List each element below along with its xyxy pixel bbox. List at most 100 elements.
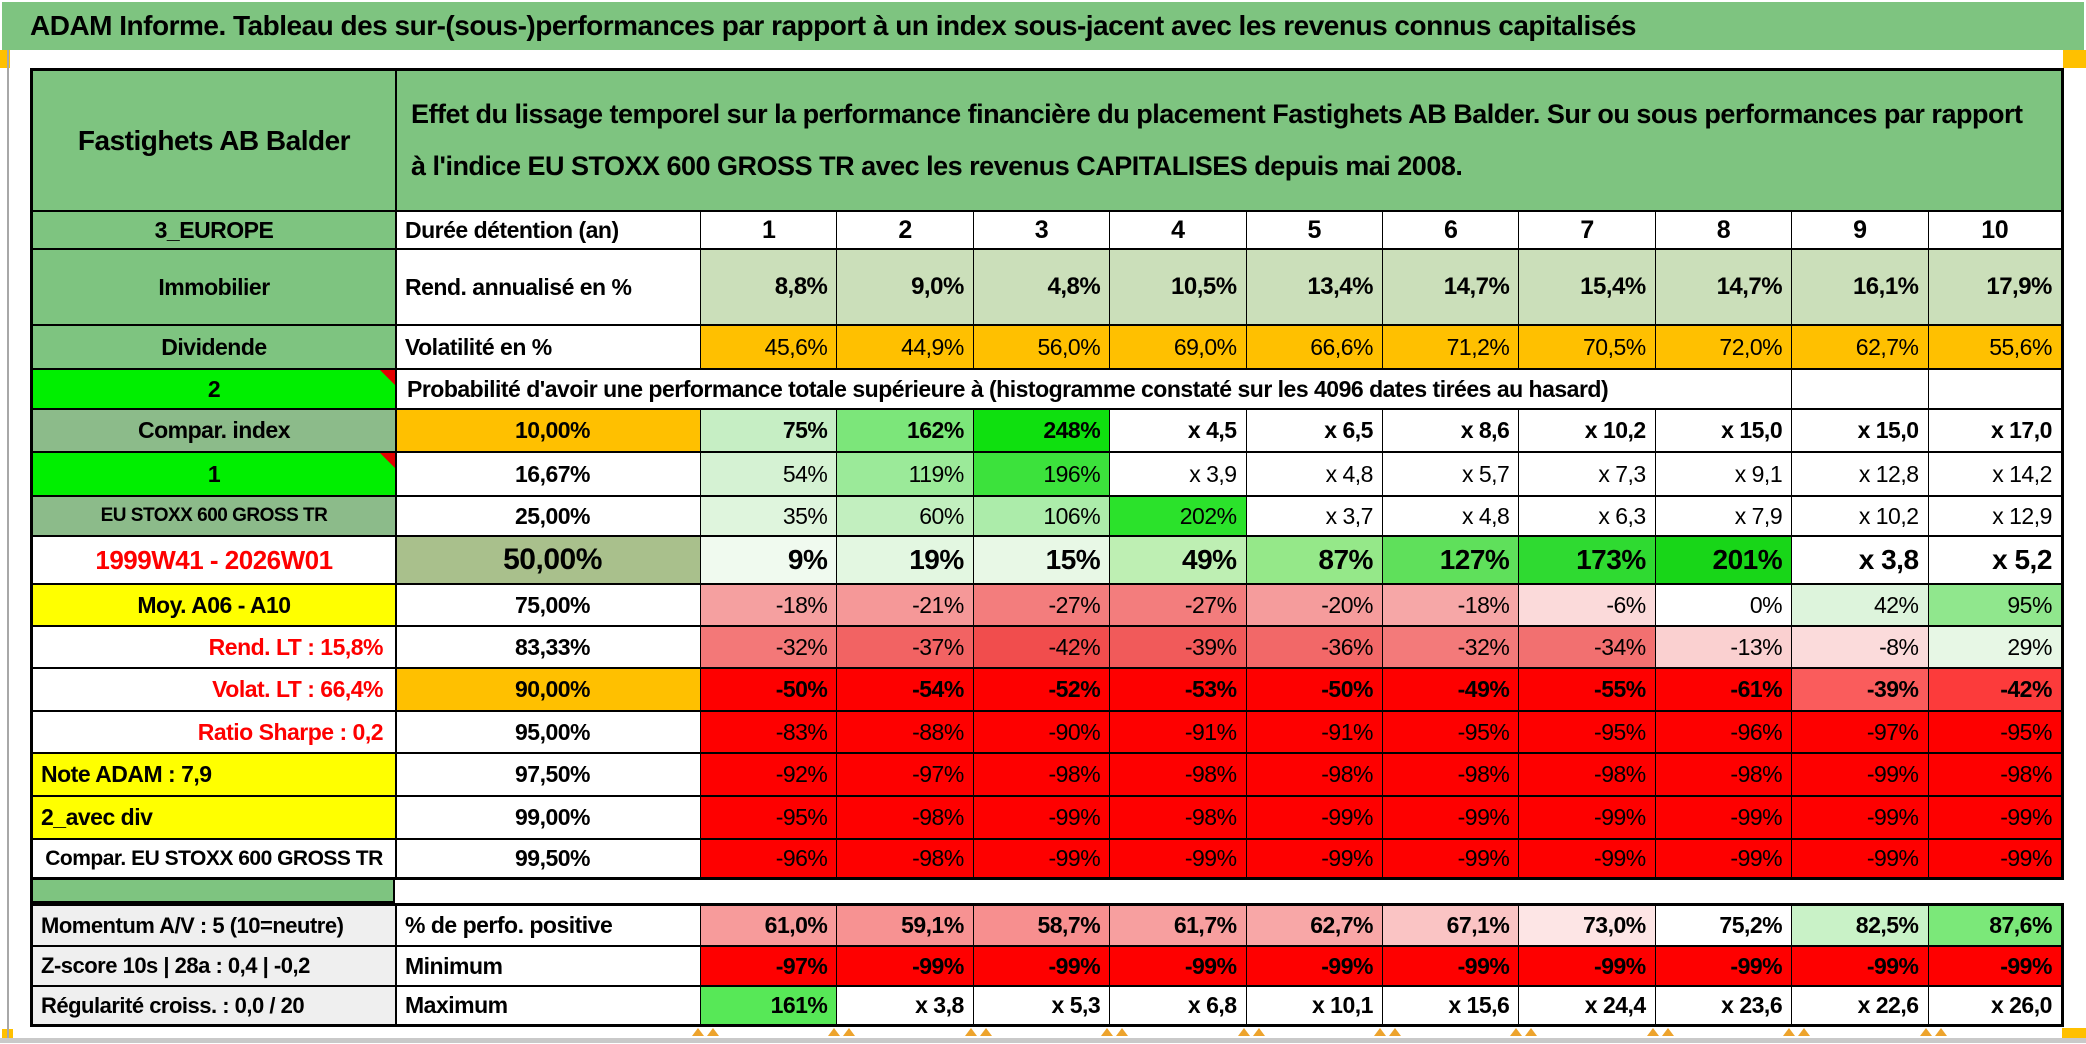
entity-name-cell[interactable]: Fastighets AB Balder [30,68,395,210]
value-cell[interactable]: -91% [1245,710,1382,752]
value-cell[interactable]: 5 [1245,210,1382,248]
value-cell[interactable]: x 15,0 [1791,408,1928,451]
value-cell[interactable]: -92% [700,752,837,795]
value-cell[interactable]: 10 [1927,210,2064,248]
value-cell[interactable]: x 5,3 [972,985,1110,1027]
value-cell[interactable]: -52% [972,667,1110,710]
value-cell[interactable]: -98% [1654,752,1792,795]
value-cell[interactable]: 196% [972,451,1110,495]
value-cell[interactable]: 56,0% [972,324,1110,368]
value-cell[interactable]: 58,7% [972,903,1110,945]
value-cell[interactable]: 14,7% [1654,248,1792,324]
row-label-cell[interactable]: 1 [30,451,395,495]
value-cell[interactable]: -99% [1381,795,1519,838]
value-cell[interactable]: 8 [1654,210,1792,248]
value-cell[interactable]: x 8,6 [1381,408,1519,451]
value-cell[interactable]: x 4,5 [1109,408,1246,451]
threshold-cell[interactable]: 95,00% [395,710,700,752]
value-cell[interactable]: -54% [836,667,973,710]
row-label-cell[interactable]: Moy. A06 - A10 [30,583,395,625]
value-cell[interactable]: -99% [1245,838,1382,880]
value-cell[interactable]: 66,6% [1245,324,1382,368]
value-cell[interactable]: -20% [1245,583,1382,625]
value-cell[interactable]: 61,7% [1109,903,1246,945]
value-cell[interactable]: -99% [1654,838,1792,880]
value-cell[interactable]: -97% [1791,710,1928,752]
value-cell[interactable]: -98% [1109,752,1246,795]
value-cell[interactable]: 87% [1245,535,1382,583]
value-cell[interactable]: x 3,7 [1245,495,1382,535]
value-cell[interactable]: -99% [972,795,1110,838]
value-cell[interactable]: x 15,0 [1654,408,1792,451]
value-cell[interactable]: -96% [700,838,837,880]
value-cell[interactable]: 15% [972,535,1110,583]
value-cell[interactable]: x 17,0 [1927,408,2064,451]
value-cell[interactable]: 95% [1927,583,2064,625]
row-label-cell[interactable]: Volat. LT : 66,4% [30,667,395,710]
value-cell[interactable]: -42% [972,625,1110,667]
value-cell[interactable]: -95% [700,795,837,838]
value-cell[interactable]: 2 [836,210,973,248]
value-cell[interactable]: 1 [700,210,837,248]
value-cell[interactable]: 10,5% [1109,248,1246,324]
value-cell[interactable]: 70,5% [1518,324,1655,368]
value-cell[interactable]: x 6,8 [1109,985,1246,1027]
threshold-cell[interactable]: Rend. annualisé en % [395,248,700,324]
row-label-cell[interactable]: Rend. LT : 15,8% [30,625,395,667]
threshold-cell[interactable]: 90,00% [395,667,700,710]
value-cell[interactable]: 173% [1518,535,1655,583]
value-cell[interactable]: 69,0% [1109,324,1246,368]
threshold-cell[interactable]: 75,00% [395,583,700,625]
value-cell[interactable]: -83% [700,710,837,752]
value-cell[interactable]: x 7,9 [1654,495,1792,535]
probability-caption-cell[interactable]: Probabilité d'avoir une performance tota… [395,368,1792,408]
row-label-cell[interactable]: Régularité croiss. : 0,0 / 20 [30,985,395,1027]
value-cell[interactable]: x 6,5 [1245,408,1382,451]
sheet-title-bar[interactable]: ADAM Informe. Tableau des sur-(sous-)per… [2,2,2084,50]
value-cell[interactable]: 44,9% [836,324,973,368]
threshold-cell[interactable]: Maximum [395,985,700,1027]
row-label-cell[interactable]: Compar. index [30,408,395,451]
threshold-cell[interactable]: % de perfo. positive [395,903,700,945]
value-cell[interactable]: -42% [1927,667,2064,710]
value-cell[interactable]: 19% [836,535,973,583]
value-cell[interactable]: -99% [1381,838,1519,880]
value-cell[interactable]: -99% [836,945,973,985]
value-cell[interactable]: x 23,6 [1654,985,1792,1027]
value-cell[interactable]: -27% [1109,583,1246,625]
threshold-cell[interactable]: 50,00% [395,535,700,583]
value-cell[interactable]: 17,9% [1927,248,2064,324]
value-cell[interactable]: -50% [1245,667,1382,710]
value-cell[interactable]: -98% [972,752,1110,795]
value-cell[interactable]: -98% [836,795,973,838]
row-label-cell[interactable]: EU STOXX 600 GROSS TR [30,495,395,535]
value-cell[interactable]: -13% [1654,625,1792,667]
value-cell[interactable]: -37% [836,625,973,667]
table-description-cell[interactable]: Effet du lissage temporel sur la perform… [395,68,2064,210]
value-cell[interactable]: -99% [1927,795,2064,838]
value-cell[interactable]: -99% [1654,945,1792,985]
value-cell[interactable]: -95% [1381,710,1519,752]
value-cell[interactable]: -99% [1518,795,1655,838]
row-label-cell[interactable]: Dividende [30,324,395,368]
value-cell[interactable]: -50% [700,667,837,710]
value-cell[interactable]: -88% [836,710,973,752]
value-cell[interactable]: -99% [1927,838,2064,880]
value-cell[interactable]: 9% [700,535,837,583]
value-cell[interactable]: x 10,2 [1791,495,1928,535]
threshold-cell[interactable]: 83,33% [395,625,700,667]
value-cell[interactable]: -61% [1654,667,1792,710]
value-cell[interactable]: 72,0% [1654,324,1792,368]
value-cell[interactable]: -96% [1654,710,1792,752]
value-cell[interactable]: 71,2% [1381,324,1519,368]
row-label-cell[interactable]: Momentum A/V : 5 (10=neutre) [30,903,395,945]
value-cell[interactable]: -98% [1518,752,1655,795]
value-cell[interactable]: 16,1% [1791,248,1928,324]
value-cell[interactable]: 8,8% [700,248,837,324]
value-cell[interactable]: -99% [1654,795,1792,838]
value-cell[interactable]: -99% [1791,795,1928,838]
value-cell[interactable]: -99% [972,945,1110,985]
row-label-cell[interactable]: Ratio Sharpe : 0,2 [30,710,395,752]
value-cell[interactable]: x 6,3 [1518,495,1655,535]
value-cell[interactable] [1791,368,1928,408]
